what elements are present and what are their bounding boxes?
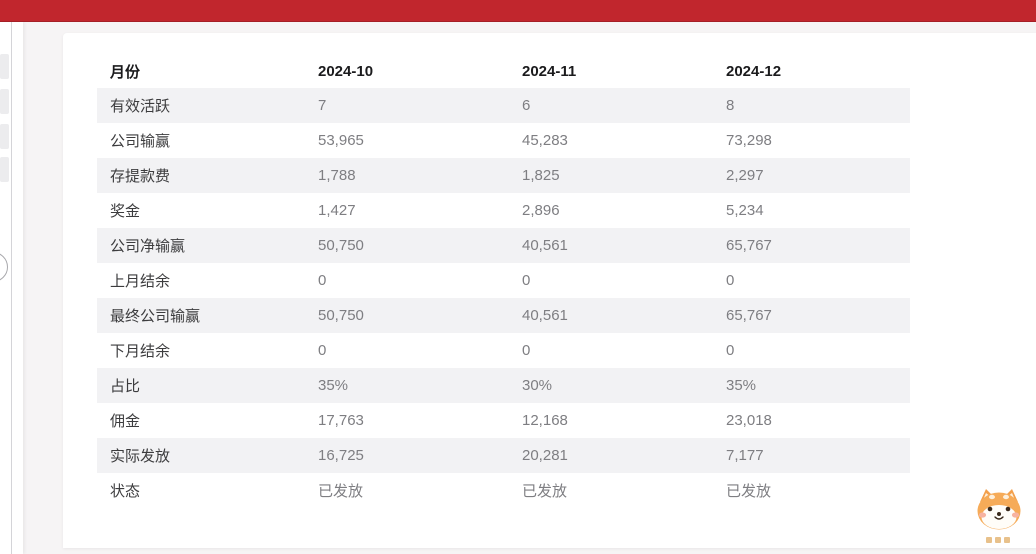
cell-2024-11: 0: [522, 342, 531, 359]
monthly-report-table: 月份 2024-10 2024-11 2024-12 有效活跃 7 6 8 公司…: [97, 55, 910, 508]
row-label: 公司净输赢: [110, 238, 186, 255]
cell-2024-11: 1,825: [522, 167, 560, 184]
cell-2024-12: 65,767: [726, 237, 772, 254]
row-label: 佣金: [110, 413, 141, 430]
monthly-report-table-wrap: 月份 2024-10 2024-11 2024-12 有效活跃 7 6 8 公司…: [97, 55, 910, 508]
cell-2024-12: 5,234: [726, 202, 764, 219]
monthly-report-card: 月份 2024-10 2024-11 2024-12 有效活跃 7 6 8 公司…: [63, 33, 1036, 548]
cell-2024-12: 65,767: [726, 307, 772, 324]
collapsed-sidebar: [0, 22, 12, 554]
table-row: 实际发放 16,725 20,281 7,177: [97, 438, 910, 473]
table-row: 奖金 1,427 2,896 5,234: [97, 193, 910, 228]
row-label: 状态: [110, 483, 141, 500]
cell-2024-11: 0: [522, 272, 531, 289]
cell-2024-10: 50,750: [318, 237, 364, 254]
cell-2024-10: 53,965: [318, 132, 364, 149]
cell-2024-12: 7,177: [726, 447, 764, 464]
cell-2024-12: 0: [726, 342, 735, 359]
table-row: 公司输赢 53,965 45,283 73,298: [97, 123, 910, 158]
cell-2024-12: 0: [726, 272, 735, 289]
cell-2024-10: 7: [318, 97, 327, 114]
sidebar-menu-placeholder: [0, 157, 9, 182]
cell-2024-11: 20,281: [522, 447, 568, 464]
cell-2024-10: 35%: [318, 377, 349, 394]
cell-2024-12: 2,297: [726, 167, 764, 184]
cell-2024-11: 6: [522, 97, 531, 114]
cell-2024-11: 已发放: [522, 483, 568, 500]
table-body: 有效活跃 7 6 8 公司输赢 53,965 45,283 73,298 存提款…: [97, 88, 910, 508]
row-label: 下月结余: [110, 343, 171, 360]
cell-2024-10: 0: [318, 272, 327, 289]
cell-2024-10: 1,427: [318, 202, 356, 219]
sidebar-menu-placeholder: [0, 89, 9, 114]
cell-2024-12: 已发放: [726, 483, 772, 500]
cell-2024-10: 1,788: [318, 167, 356, 184]
table-row: 状态 已发放 已发放 已发放: [97, 473, 910, 508]
table-row: 有效活跃 7 6 8: [97, 88, 910, 123]
cell-2024-11: 45,283: [522, 132, 568, 149]
column-header-2024-12: 2024-12: [726, 63, 782, 80]
row-label: 占比: [110, 378, 141, 395]
cell-2024-12: 8: [726, 97, 735, 114]
table-row: 占比 35% 30% 35%: [97, 368, 910, 403]
table-row: 存提款费 1,788 1,825 2,297: [97, 158, 910, 193]
cell-2024-10: 已发放: [318, 483, 364, 500]
cell-2024-10: 50,750: [318, 307, 364, 324]
row-label: 实际发放: [110, 448, 171, 465]
cell-2024-10: 0: [318, 342, 327, 359]
cell-2024-12: 23,018: [726, 412, 772, 429]
sidebar-edge-panel: [12, 22, 23, 554]
table-row: 最终公司输赢 50,750 40,561 65,767: [97, 298, 910, 333]
sidebar-menu-placeholder: [0, 54, 9, 79]
row-label: 存提款费: [110, 168, 171, 185]
column-header-month-label: 月份: [110, 64, 141, 81]
column-header-2024-10: 2024-10: [318, 63, 374, 80]
table-row: 上月结余 0 0 0: [97, 263, 910, 298]
cell-2024-10: 16,725: [318, 447, 364, 464]
cell-2024-11: 30%: [522, 377, 553, 394]
table-row: 下月结余 0 0 0: [97, 333, 910, 368]
row-label: 奖金: [110, 203, 141, 220]
row-label: 上月结余: [110, 273, 171, 290]
row-label: 公司输赢: [110, 133, 171, 150]
table-row: 佣金 17,763 12,168 23,018: [97, 403, 910, 438]
cell-2024-12: 35%: [726, 377, 757, 394]
column-header-2024-11: 2024-11: [522, 63, 577, 80]
cell-2024-10: 17,763: [318, 412, 364, 429]
cell-2024-12: 73,298: [726, 132, 772, 149]
cell-2024-11: 40,561: [522, 237, 568, 254]
cell-2024-11: 2,896: [522, 202, 560, 219]
top-navigation-bar: [0, 0, 1036, 22]
row-label: 最终公司输赢: [110, 308, 201, 325]
table-header-row: 月份 2024-10 2024-11 2024-12: [97, 55, 910, 88]
cell-2024-11: 40,561: [522, 307, 568, 324]
mascot-widget[interactable]: [971, 486, 1027, 546]
table-row: 公司净输赢 50,750 40,561 65,767: [97, 228, 910, 263]
sidebar-menu-placeholder: [0, 124, 9, 149]
cell-2024-11: 12,168: [522, 412, 568, 429]
shiba-dog-icon: [977, 489, 1021, 543]
mascot-caption: [986, 537, 1010, 543]
row-label: 有效活跃: [110, 98, 171, 115]
